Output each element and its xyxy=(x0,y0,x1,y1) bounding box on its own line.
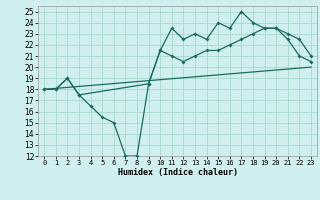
X-axis label: Humidex (Indice chaleur): Humidex (Indice chaleur) xyxy=(118,168,238,177)
